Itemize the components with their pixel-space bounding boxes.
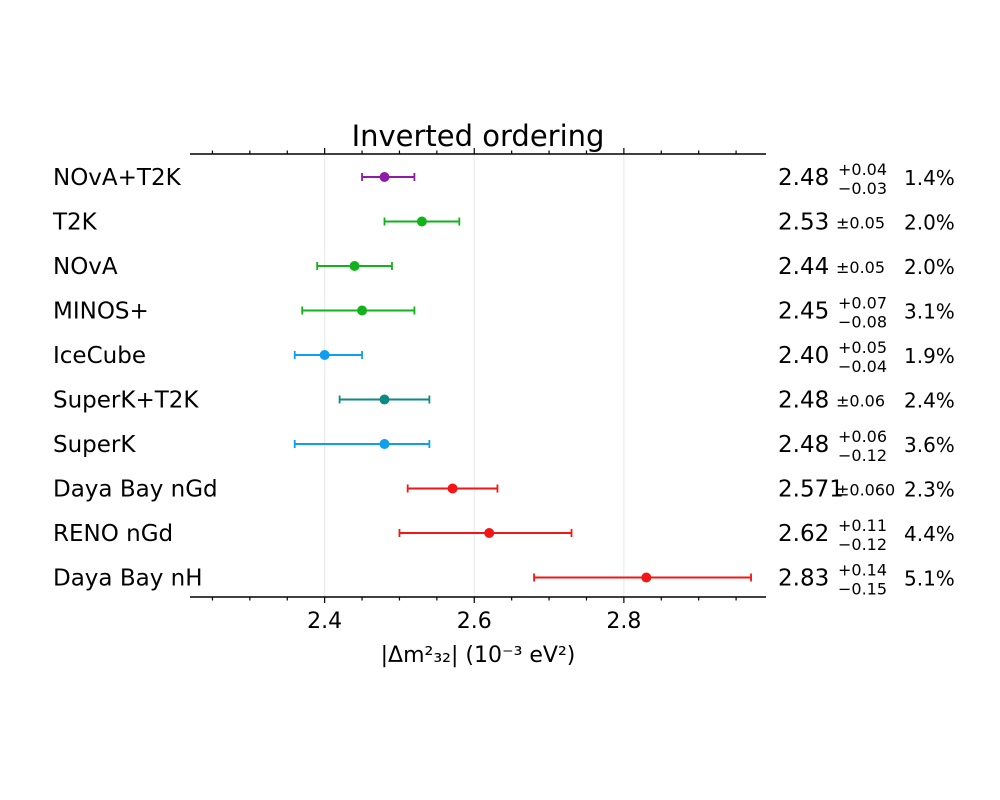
row-value: 2.571: [778, 477, 844, 503]
row-label: IceCube: [53, 343, 146, 369]
row-error-plus: +0.07: [838, 294, 887, 313]
row-percent: 2.3%: [904, 478, 955, 502]
axis-ticks: 2.4 2.6 2.8: [211, 148, 737, 634]
row-5: SuperK+T2K 2.48 ±0.06 2.4%: [53, 388, 955, 414]
row-error-minus: −0.12: [838, 446, 887, 465]
data-point: [484, 528, 495, 538]
row-percent: 3.6%: [904, 433, 955, 457]
chart-title: Inverted ordering: [352, 119, 605, 153]
row-2: NOvA 2.44 ±0.05 2.0%: [53, 254, 955, 280]
row-percent: 1.4%: [904, 166, 955, 190]
x-axis-label: |Δm²₃₂| (10⁻³ eV²): [381, 643, 576, 668]
row-0: NOvA+T2K 2.48 +0.04−0.03 1.4%: [53, 160, 955, 198]
row-error-symmetric: ±0.05: [836, 214, 885, 233]
row-label: SuperK: [53, 432, 136, 458]
row-percent: 2.4%: [904, 389, 955, 413]
row-6: SuperK 2.48 +0.06−0.12 3.6%: [53, 427, 955, 465]
row-label: SuperK+T2K: [53, 388, 199, 414]
row-percent: 2.0%: [904, 255, 955, 279]
row-error-minus: −0.08: [838, 313, 887, 332]
data-point: [349, 261, 360, 271]
row-label: MINOS+: [53, 299, 149, 325]
row-error-symmetric: ±0.060: [836, 481, 895, 500]
row-error-plus: +0.14: [838, 561, 887, 580]
row-value: 2.48: [778, 432, 829, 458]
data-point: [416, 216, 427, 227]
row-error-minus: −0.03: [838, 179, 887, 198]
row-error-minus: −0.12: [838, 535, 887, 554]
row-value: 2.45: [778, 299, 829, 325]
row-9: Daya Bay nH 2.83 +0.14−0.15 5.1%: [53, 561, 955, 599]
x-tick-label: 2.6: [457, 609, 492, 634]
row-label: Daya Bay nGd: [53, 477, 218, 503]
row-error-plus: +0.04: [838, 160, 887, 179]
row-8: RENO nGd 2.62 +0.11−0.12 4.4%: [53, 516, 955, 554]
data-point: [379, 394, 390, 405]
data-point: [357, 305, 368, 316]
data-rows: NOvA+T2K 2.48 +0.04−0.03 1.4% T2K 2.53 ±0.05 2.…: [52, 160, 955, 599]
data-point: [379, 172, 390, 182]
row-label: T2K: [52, 210, 98, 236]
row-error-minus: −0.15: [838, 580, 887, 599]
row-error-plus: +0.11: [838, 516, 887, 535]
row-4: IceCube 2.40 +0.05−0.04 1.9%: [53, 338, 955, 376]
row-percent: 1.9%: [904, 344, 955, 368]
row-label: NOvA+T2K: [53, 165, 182, 191]
grid-lines: [324, 154, 625, 597]
row-value: 2.53: [778, 210, 829, 236]
data-point: [447, 483, 458, 494]
row-value: 2.40: [778, 343, 829, 369]
row-percent: 3.1%: [904, 300, 955, 324]
row-7: Daya Bay nGd 2.571±0.060 2.3%: [53, 477, 955, 503]
row-value: 2.44: [778, 254, 829, 280]
row-error-minus: −0.04: [838, 357, 887, 376]
data-point: [641, 572, 652, 583]
data-point: [379, 439, 390, 449]
x-tick-label: 2.4: [307, 609, 342, 634]
row-label: RENO nGd: [53, 521, 173, 547]
data-point: [319, 350, 330, 360]
row-percent: 4.4%: [904, 522, 955, 546]
row-percent: 2.0%: [904, 211, 955, 235]
row-value: 2.83: [778, 566, 829, 592]
row-value: 2.48: [778, 165, 829, 191]
row-error-plus: +0.05: [838, 338, 887, 357]
row-value: 2.48: [778, 388, 829, 414]
x-tick-label: 2.8: [606, 609, 641, 634]
row-error-symmetric: ±0.06: [836, 392, 885, 411]
row-label: NOvA: [53, 254, 118, 280]
row-3: MINOS+ 2.45 +0.07−0.08 3.1%: [53, 294, 955, 332]
row-1: T2K 2.53 ±0.05 2.0%: [52, 210, 955, 236]
row-value: 2.62: [778, 521, 829, 547]
row-percent: 5.1%: [904, 567, 955, 591]
row-label: Daya Bay nH: [53, 566, 203, 592]
row-error-plus: +0.06: [838, 427, 887, 446]
row-error-symmetric: ±0.05: [836, 258, 885, 277]
